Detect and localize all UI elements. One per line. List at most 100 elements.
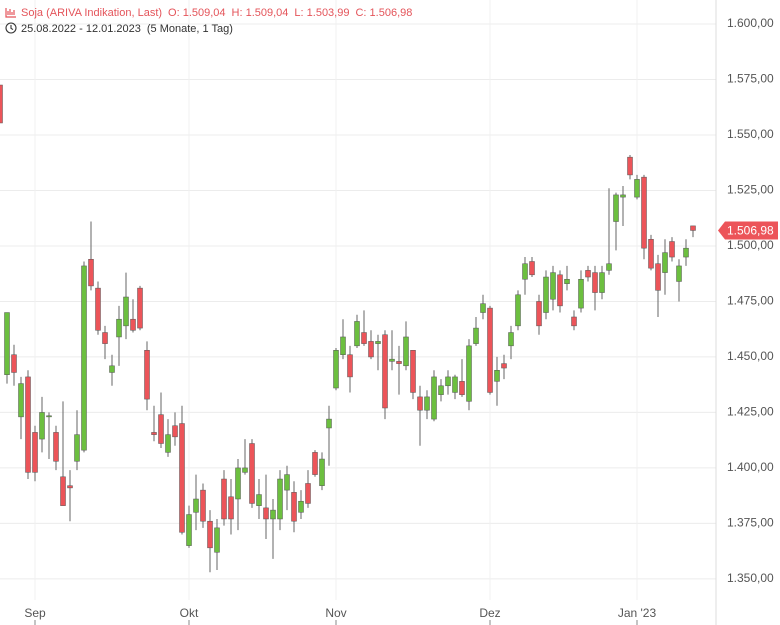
candle-body — [515, 294, 521, 327]
candle-body — [571, 316, 577, 327]
candle-body — [102, 332, 108, 344]
candle-body — [459, 381, 465, 395]
candle-body — [501, 363, 507, 369]
candle-body — [144, 350, 150, 400]
candle-body — [123, 296, 129, 327]
candle-body — [312, 452, 318, 475]
candle-body — [487, 307, 493, 393]
candle-body — [291, 492, 297, 522]
candle-body — [550, 272, 556, 300]
candle-body — [389, 358, 395, 362]
candle-body — [375, 341, 381, 344]
candle-body — [200, 489, 206, 522]
candle-body — [403, 336, 409, 367]
x-tick-label: Nov — [325, 606, 346, 620]
candle-body — [158, 414, 164, 444]
candle-body — [193, 498, 199, 513]
y-tick-label: 1.375,00 — [727, 516, 774, 530]
candle-body — [305, 483, 311, 504]
candle-body — [151, 432, 157, 435]
candle-body — [473, 327, 479, 344]
candle-body — [438, 385, 444, 395]
clock-icon — [5, 22, 17, 34]
candle-body — [221, 478, 227, 520]
candle-body — [529, 261, 535, 276]
candle-body — [417, 396, 423, 411]
candle-body — [634, 179, 640, 198]
candle-body — [242, 467, 248, 473]
x-tick-label: Dez — [479, 606, 500, 620]
y-tick-label: 1.550,00 — [727, 127, 774, 141]
candle-body — [333, 350, 339, 389]
candle-body — [655, 263, 661, 291]
last-price-label: 1.506,98 — [727, 224, 774, 238]
candle-body — [410, 350, 416, 393]
candle-body — [53, 432, 59, 462]
candle-body — [690, 225, 696, 231]
candle-body — [452, 376, 458, 393]
last-price-marker — [718, 221, 778, 240]
ohlc-low: L: 1.503,99 — [294, 7, 350, 19]
candle-body — [67, 485, 73, 489]
candle-body — [4, 312, 10, 375]
instrument-line: Soja (ARIVA Indikation, Last) O: 1.509,04… — [5, 5, 418, 21]
candle-body — [613, 194, 619, 222]
y-tick-label: 1.450,00 — [727, 349, 774, 363]
candle-body — [606, 263, 612, 271]
candle-body — [25, 376, 31, 473]
candle-body — [88, 259, 94, 287]
candle-body — [284, 474, 290, 491]
candle-body — [627, 156, 633, 176]
candle-body — [186, 514, 192, 546]
candle-body — [60, 476, 66, 506]
candle-body — [424, 396, 430, 411]
candle-body — [81, 265, 87, 451]
candle-body — [564, 278, 570, 284]
candle-body — [585, 270, 591, 278]
candle-body — [165, 434, 171, 453]
x-tick-label: Okt — [180, 606, 199, 620]
candle-body — [347, 354, 353, 378]
header: Soja (ARIVA Indikation, Last) O: 1.509,04… — [5, 5, 418, 37]
candle-body — [95, 287, 101, 331]
candle-body — [543, 276, 549, 313]
candle-body — [669, 241, 675, 258]
ohlc-high: H: 1.509,04 — [231, 7, 289, 19]
candle-body — [382, 334, 388, 409]
candle-body — [662, 252, 668, 273]
candle-body — [368, 341, 374, 358]
period: (5 Monate, 1 Tag) — [146, 23, 233, 35]
candle-body — [319, 458, 325, 486]
y-tick-label: 1.350,00 — [727, 571, 774, 585]
x-tick-label: Sep — [24, 606, 46, 620]
candle-body — [480, 303, 486, 313]
candle-body — [522, 263, 528, 280]
candle-body — [235, 467, 241, 500]
candle-body — [18, 383, 24, 418]
candle-body — [0, 84, 3, 124]
candle-body — [130, 318, 136, 331]
y-tick-label: 1.475,00 — [727, 294, 774, 308]
candle-body — [249, 443, 255, 504]
candle-body — [39, 412, 45, 440]
y-tick-label: 1.575,00 — [727, 72, 774, 86]
candle-body — [326, 418, 332, 429]
candle-body — [277, 478, 283, 520]
candle-body — [508, 332, 514, 347]
candle-body — [179, 423, 185, 533]
candle-body — [228, 496, 234, 520]
candle-body — [361, 332, 367, 344]
candle-body — [256, 494, 262, 506]
candle-body — [466, 345, 472, 402]
candle-body — [592, 272, 598, 293]
candle-body — [109, 365, 115, 373]
candle-body — [298, 500, 304, 513]
y-tick-label: 1.600,00 — [727, 16, 774, 30]
ohlc-open: O: 1.509,04 — [168, 7, 226, 19]
candle-body — [396, 361, 402, 364]
candle-body — [74, 434, 80, 462]
candle-body — [676, 265, 682, 282]
ohlc-close: C: 1.506,98 — [355, 7, 413, 19]
candle-body — [354, 321, 360, 347]
